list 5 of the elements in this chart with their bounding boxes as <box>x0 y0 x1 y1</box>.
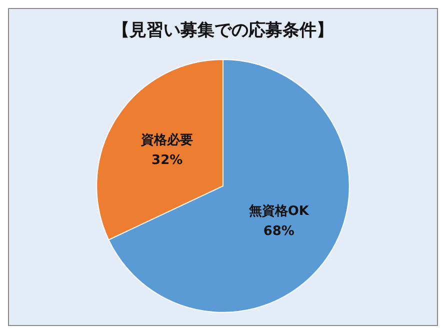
data-label: 68% <box>263 224 294 239</box>
data-label: 32% <box>152 152 183 168</box>
slice-label: 無資格OK <box>248 204 310 219</box>
chart-title: 【見習い募集での応募条件】 <box>112 20 334 40</box>
slice-label: 資格必要 <box>140 132 194 148</box>
